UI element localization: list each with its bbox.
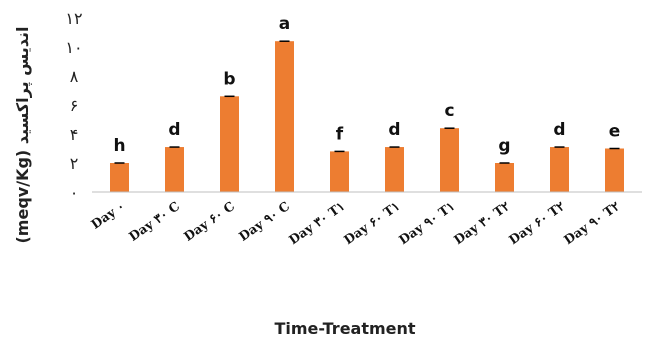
y-tick-label: ۲	[70, 154, 79, 173]
y-tick-label: ۶	[70, 96, 79, 115]
x-tick-label: Day ۹۰ C	[236, 198, 292, 244]
y-tick-label: ۰	[70, 183, 79, 202]
data-label: d	[553, 120, 565, 140]
data-label: d	[168, 120, 180, 140]
x-tick-label: Day ۳۰ T۱	[286, 198, 347, 247]
data-label: d	[388, 120, 400, 140]
x-tick-label: Day ۹۰ T۲	[561, 198, 623, 247]
bar	[165, 147, 184, 192]
y-tick-labels: ۰ ۲ ۴ ۶ ۸ ۱۰ ۱۲	[65, 9, 82, 202]
bar	[385, 147, 404, 192]
data-label: a	[279, 14, 290, 34]
bar	[330, 151, 349, 192]
bar	[440, 128, 459, 192]
bar	[220, 96, 239, 192]
bar	[605, 148, 624, 192]
y-tick-label: ۱۰	[65, 38, 82, 57]
data-label: f	[336, 124, 344, 144]
bar	[550, 147, 569, 192]
y-tick-label: ۴	[70, 125, 79, 144]
x-axis-label: Time-Treatment	[274, 319, 415, 338]
x-tick-label: Day ۹۰ T۱	[396, 198, 457, 247]
data-label: g	[498, 136, 510, 156]
data-label: c	[444, 101, 454, 121]
y-tick-label: ۸	[70, 67, 79, 86]
bar	[110, 163, 129, 192]
x-tick-label: Day ۶۰ T۲	[506, 198, 568, 247]
x-tick-label: Day ۳۰ C	[126, 198, 182, 244]
data-label: h	[113, 136, 125, 156]
y-axis-label: اندیس پراکسید (meqv/Kg)	[13, 26, 33, 243]
bar	[275, 41, 294, 193]
data-label: e	[609, 122, 621, 142]
bars: h d b a f d c g d e	[110, 14, 624, 193]
x-tick-label: Day ۶۰ T۱	[341, 198, 402, 247]
data-label: b	[223, 69, 235, 89]
bar	[495, 163, 514, 192]
x-tick-label: Day ۶۰ C	[181, 198, 237, 244]
x-tick-label: Day ۳۰ T۲	[451, 198, 513, 247]
y-tick-label: ۱۲	[65, 9, 82, 28]
x-tick-label: Day ۰	[88, 198, 127, 232]
